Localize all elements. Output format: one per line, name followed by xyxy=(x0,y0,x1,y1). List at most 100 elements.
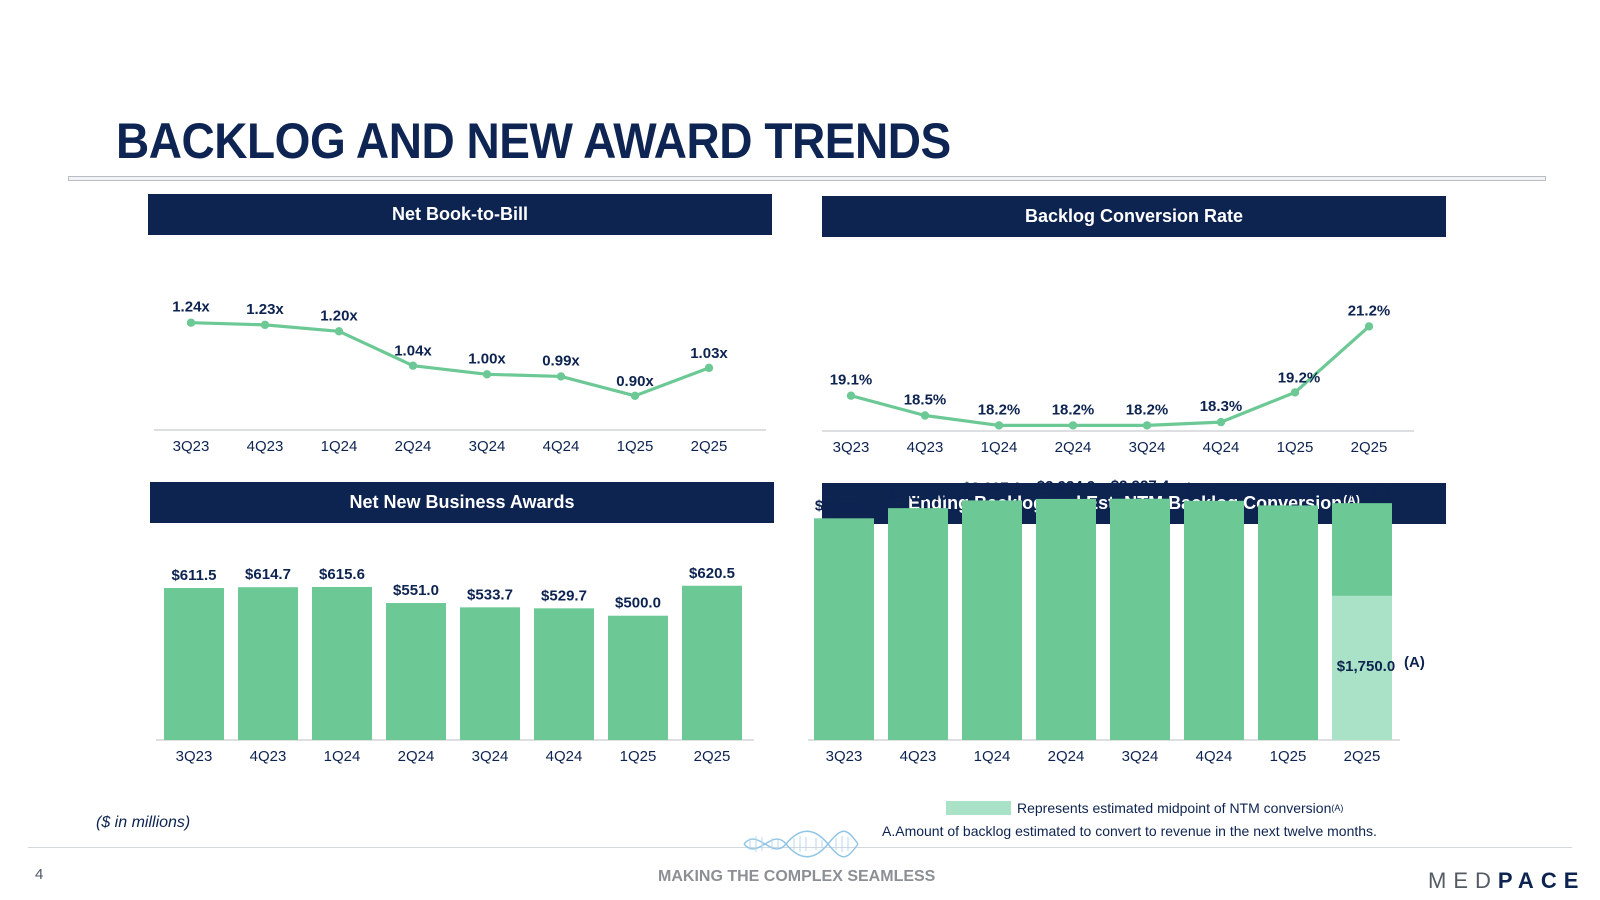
data-label: $614.7 xyxy=(245,566,291,583)
conversion-rate-chart: 19.1% 3Q23 18.5% 4Q23 18.2% 1Q24 18.2% 2Q24 18.2… xyxy=(822,302,1414,456)
x-tick-label: 2Q24 xyxy=(1055,439,1092,456)
data-label: 21.2% xyxy=(1348,302,1391,319)
data-label: 18.3% xyxy=(1200,398,1243,415)
x-tick-label: 4Q23 xyxy=(907,439,944,456)
bar xyxy=(608,615,668,740)
data-label: $615.6 xyxy=(319,566,365,583)
bar xyxy=(386,603,446,740)
data-label: $2,927.4 xyxy=(1111,478,1170,495)
data-point xyxy=(704,363,714,373)
conversion-rate-title: Backlog Conversion Rate xyxy=(1024,206,1244,226)
x-tick-label: 2Q25 xyxy=(694,748,731,765)
data-label: 1.04x xyxy=(394,343,432,360)
units-note: ($ in millions) xyxy=(96,814,191,831)
data-point xyxy=(1068,421,1078,430)
title-divider xyxy=(68,176,1546,181)
series-line xyxy=(190,321,710,398)
tagline: MAKING THE COMPLEX SEAMLESS xyxy=(658,868,936,885)
bar xyxy=(238,587,298,740)
data-point xyxy=(846,391,856,400)
x-tick-label: 2Q25 xyxy=(1351,439,1388,456)
net-new-awards-header: Net New Business Awards xyxy=(150,482,774,523)
x-tick-label: 4Q23 xyxy=(900,748,937,765)
data-point xyxy=(1216,417,1226,427)
data-label: $2,924.9 xyxy=(1037,478,1095,495)
data-label: $500.0 xyxy=(615,595,661,612)
ntm-conversion-sup: (A) xyxy=(1404,654,1425,671)
data-point xyxy=(334,327,344,336)
data-point xyxy=(260,320,270,330)
conversion-rate-header: Backlog Conversion Rate xyxy=(822,196,1446,237)
dna-helix-icon xyxy=(743,830,859,858)
x-tick-label: 3Q24 xyxy=(1129,439,1166,456)
x-tick-label: 1Q24 xyxy=(974,748,1011,765)
data-point xyxy=(1142,421,1152,430)
data-point xyxy=(630,391,640,400)
data-label: 19.2% xyxy=(1278,369,1321,386)
data-label: $2,907.1 xyxy=(963,479,1021,496)
page-number: 4 xyxy=(35,866,44,883)
legend-text: Represents estimated midpoint of NTM con… xyxy=(1017,800,1332,816)
data-point xyxy=(186,318,196,327)
bar xyxy=(1110,498,1170,740)
data-point xyxy=(1364,322,1374,331)
data-label: 0.90x xyxy=(616,373,654,390)
x-tick-label: 3Q24 xyxy=(469,438,506,455)
medpace-logo: MEDPACE xyxy=(1428,868,1585,894)
data-label: 19.1% xyxy=(830,372,873,389)
x-tick-label: 3Q24 xyxy=(472,748,509,765)
bar xyxy=(312,586,372,740)
x-tick-label: 4Q24 xyxy=(1196,748,1233,765)
data-point xyxy=(1290,388,1300,397)
logo-med-text: MED xyxy=(1428,868,1498,893)
data-label: 1.00x xyxy=(468,350,506,367)
x-tick-label: 1Q25 xyxy=(620,748,657,765)
x-tick-label: 2Q25 xyxy=(691,438,728,455)
data-label: 18.2% xyxy=(1126,401,1169,418)
x-tick-label: 3Q23 xyxy=(176,748,213,765)
bar xyxy=(682,585,742,740)
data-point xyxy=(920,411,930,420)
ending-backlog-chart: $2,689.5 3Q23 $2,813.0 4Q23 $2,907.1 1Q24 $2,9… xyxy=(808,478,1425,765)
series-line xyxy=(850,325,1371,427)
data-label: $529.7 xyxy=(541,587,587,604)
x-tick-label: 3Q24 xyxy=(1122,748,1159,765)
data-label: $2,902.2 xyxy=(1185,480,1243,497)
x-tick-label: 4Q23 xyxy=(250,748,287,765)
data-label: $2,813.0 xyxy=(889,487,947,504)
data-point xyxy=(994,421,1004,430)
ntm-legend: Represents estimated midpoint of NTM con… xyxy=(946,800,1343,816)
x-tick-label: 3Q23 xyxy=(173,438,210,455)
page-title: BACKLOG AND NEW AWARD TRENDS xyxy=(116,113,951,169)
x-tick-label: 1Q25 xyxy=(1270,748,1307,765)
data-label: 18.2% xyxy=(1052,401,1095,418)
bar xyxy=(534,608,594,740)
data-label: $533.7 xyxy=(467,586,513,603)
data-label: 0.99x xyxy=(542,352,580,369)
ntm-conversion-bar xyxy=(1332,595,1392,740)
data-label: 1.24x xyxy=(172,299,210,316)
logo-pace-text: PACE xyxy=(1497,868,1586,893)
data-label: 1.03x xyxy=(690,345,728,362)
x-tick-label: 1Q25 xyxy=(617,438,654,455)
data-label: $620.5 xyxy=(689,565,735,582)
legend-swatch xyxy=(946,801,1011,815)
net-new-awards-chart: $611.5 3Q23 $614.7 4Q23 $615.6 1Q24 $551.0 2Q24… xyxy=(156,565,754,765)
x-tick-label: 1Q24 xyxy=(324,748,361,765)
x-tick-label: 1Q24 xyxy=(981,439,1018,456)
book-to-bill-chart: 1.24x 3Q23 1.23x 4Q23 1.20x 1Q24 1.04x 2Q24 1.00… xyxy=(154,299,766,455)
data-label: 18.5% xyxy=(904,392,947,409)
x-tick-label: 1Q25 xyxy=(1277,439,1314,456)
x-tick-label: 3Q23 xyxy=(826,748,863,765)
bar xyxy=(888,508,948,740)
data-point xyxy=(482,370,492,379)
x-tick-label: 4Q24 xyxy=(543,438,580,455)
book-to-bill-header: Net Book-to-Bill xyxy=(148,194,772,235)
book-to-bill-title: Net Book-to-Bill xyxy=(392,204,528,224)
bar xyxy=(164,587,224,740)
data-label: $551.0 xyxy=(393,582,439,599)
data-label: $2,873.6 xyxy=(1333,482,1391,499)
ending-backlog-title-sup: (A) xyxy=(1343,492,1360,507)
bar xyxy=(962,500,1022,740)
x-tick-label: 4Q24 xyxy=(546,748,583,765)
